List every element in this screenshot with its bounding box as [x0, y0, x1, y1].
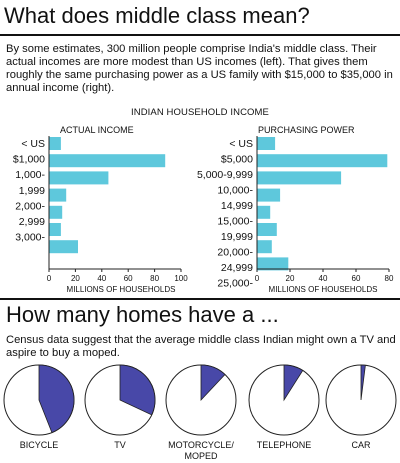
- income-bar-charts: ACTUAL INCOME < US $1,000 1,000- 1,999 2,000-…: [13, 125, 394, 294]
- y-tick-label: 15,000-: [217, 216, 253, 228]
- pie-label: TELEPHONE: [257, 440, 312, 450]
- section-title: How many homes have a ...: [6, 302, 279, 327]
- ownership-pie-charts: BICYCLE TV MOTORCYCLE/MOPED TELEPHONE CAR: [3, 364, 397, 461]
- bar-chart-1: ACTUAL INCOME < US $1,000 1,000- 1,999 2,000-…: [13, 125, 188, 294]
- section-rule: [0, 298, 400, 300]
- y-tick-label: 1,999: [19, 185, 45, 197]
- y-tick-label: 24,999: [221, 262, 253, 274]
- y-tick-label: 14,999: [221, 200, 253, 212]
- section-intro: Census data suggest that the average mid…: [6, 334, 396, 359]
- intro-text: By some estimates, 300 million people co…: [6, 43, 393, 94]
- pie-label: CAR: [351, 440, 371, 450]
- bar: [257, 257, 289, 271]
- bar: [257, 154, 388, 168]
- y-tick-label: 25,000-: [217, 278, 253, 290]
- x-tick-label: 100: [174, 274, 188, 283]
- bar-chart-title: PURCHASING POWER: [258, 125, 355, 135]
- page-title: What does middle class mean?: [4, 3, 310, 28]
- x-tick-label: 40: [97, 274, 106, 283]
- x-tick-label: 60: [352, 274, 361, 283]
- bar: [49, 188, 67, 202]
- y-tick-label: 19,999: [221, 231, 253, 243]
- y-tick-label: 3,000-: [15, 232, 45, 244]
- y-tick-label: < US: [229, 138, 253, 150]
- pie-2: MOTORCYCLE/MOPED: [165, 364, 237, 461]
- pie-4: CAR: [325, 364, 397, 450]
- pie-label: BICYCLE: [20, 440, 59, 450]
- bar: [257, 188, 281, 202]
- x-tick-label: 20: [71, 274, 80, 283]
- y-tick-label: 2,999: [19, 216, 45, 228]
- bar: [49, 154, 166, 168]
- bar: [257, 137, 276, 150]
- y-tick-label: 20,000-: [217, 247, 253, 259]
- pie-0: BICYCLE: [3, 364, 75, 450]
- chart-super-title: INDIAN HOUSEHOLD INCOME: [131, 107, 269, 118]
- bar: [257, 171, 342, 185]
- y-tick-label: < US: [21, 138, 45, 150]
- pie-slice: [283, 364, 304, 402]
- pie-label: MOTORCYCLE/: [168, 440, 234, 450]
- title-rule: [0, 34, 400, 36]
- pie-slice: [119, 364, 156, 416]
- pie-slice: [38, 364, 75, 434]
- x-axis-label: MILLIONS OF HOUSEHOLDS: [269, 285, 378, 294]
- y-tick-label: 10,000-: [217, 185, 253, 197]
- y-tick-label: $1,000: [13, 154, 45, 166]
- y-tick-label: 5,000-9,999: [197, 169, 253, 181]
- bar: [49, 205, 63, 219]
- pie-1: TV: [84, 364, 156, 450]
- bar: [257, 205, 271, 219]
- pie-label: MOPED: [184, 451, 218, 461]
- x-tick-label: 0: [47, 274, 52, 283]
- x-tick-label: 40: [319, 274, 328, 283]
- bar-chart-title: ACTUAL INCOME: [60, 125, 134, 135]
- y-tick-label: 1,000-: [15, 169, 45, 181]
- x-tick-label: 60: [124, 274, 133, 283]
- bar: [49, 240, 78, 254]
- bar-chart-2: PURCHASING POWER < US $5,000 5,000-9,999 10,…: [197, 125, 394, 294]
- y-tick-label: $5,000: [221, 154, 253, 166]
- pie-slice: [360, 364, 366, 401]
- bar: [49, 137, 61, 150]
- y-tick-label: 2,000-: [15, 200, 45, 212]
- bar: [49, 223, 61, 236]
- x-tick-label: 0: [255, 274, 260, 283]
- x-tick-label: 20: [286, 274, 295, 283]
- x-axis-label: MILLIONS OF HOUSEHOLDS: [67, 285, 176, 294]
- bar: [49, 171, 109, 185]
- pie-3: TELEPHONE: [248, 364, 320, 450]
- pie-slice: [200, 364, 226, 402]
- x-tick-label: 80: [150, 274, 159, 283]
- bar: [257, 240, 272, 254]
- pie-label: TV: [114, 440, 126, 450]
- bar: [257, 223, 277, 236]
- x-tick-label: 80: [385, 274, 394, 283]
